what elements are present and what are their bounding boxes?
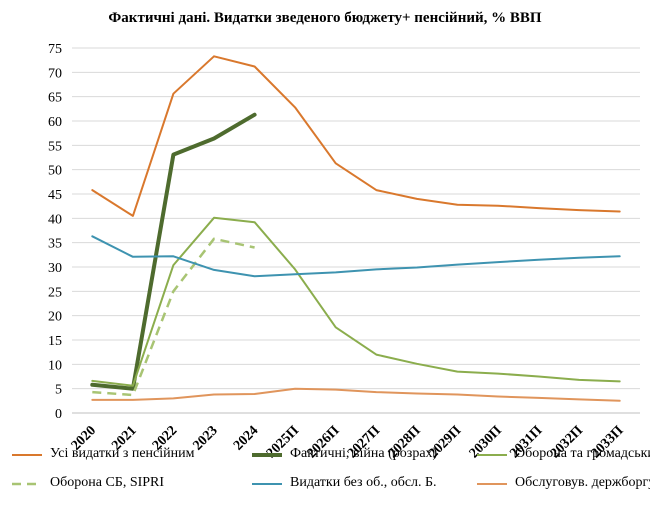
legend-swatch — [252, 453, 282, 457]
series-lines — [90, 55, 621, 402]
chart-title: Фактичні дані. Видатки зведеного бюджету… — [108, 10, 542, 26]
y-tick-label: 20 — [48, 310, 62, 325]
legend-label: Фактичні, війна (розрах) — [290, 446, 438, 461]
legend-item: Видатки без об., обсл. Б. — [250, 475, 437, 495]
grid-lines — [72, 47, 640, 414]
y-tick-label: 30 — [48, 261, 62, 276]
y-tick-label: 15 — [48, 334, 62, 349]
y-tick-label: 50 — [48, 164, 62, 179]
legend-swatch — [477, 454, 507, 456]
legend-item: Фактичні, війна (розрах) — [250, 446, 437, 466]
y-tick-label: 0 — [55, 407, 62, 422]
legend-swatch — [477, 483, 507, 485]
y-tick-label: 10 — [48, 358, 62, 373]
legend-label: Оборона та громадський — [515, 446, 650, 461]
legend-swatch — [252, 483, 282, 485]
legend-item: Оборона та громадський — [475, 446, 650, 466]
legend-swatch — [12, 454, 42, 456]
legend-swatch — [12, 482, 42, 486]
legend-label: Видатки без об., обсл. Б. — [290, 475, 437, 490]
series-line-0 — [91, 55, 621, 217]
series-line-4 — [91, 235, 621, 278]
y-tick-label: 40 — [48, 212, 62, 227]
y-tick-label: 35 — [48, 237, 62, 252]
y-tick-label: 75 — [48, 42, 62, 57]
series-line-5 — [91, 387, 621, 402]
legend-item: Усі видатки з пенсійним — [10, 446, 195, 466]
y-tick-label: 5 — [55, 383, 62, 398]
legend-label: Оборона СБ, SIPRI — [50, 475, 165, 490]
legend-item: Обслуговув. держборгу — [475, 475, 650, 495]
y-tick-label: 60 — [48, 115, 62, 130]
legend-label: Усі видатки з пенсійним — [50, 446, 195, 461]
y-tick-label: 65 — [48, 91, 62, 106]
series-line-1 — [90, 112, 257, 391]
legend-label: Обслуговув. держборгу — [515, 475, 650, 490]
series-line-2 — [91, 216, 621, 387]
y-tick-label: 45 — [48, 188, 62, 203]
y-tick-label: 70 — [48, 66, 62, 81]
series-line-3 — [92, 237, 255, 397]
y-axis-ticks: 0 5 10 15 20 25 30 35 40 45 50 55 60 65 70 75 — [48, 42, 62, 422]
y-tick-label: 55 — [48, 139, 62, 154]
y-tick-label: 25 — [48, 285, 62, 300]
legend-item: Оборона СБ, SIPRI — [10, 475, 190, 495]
